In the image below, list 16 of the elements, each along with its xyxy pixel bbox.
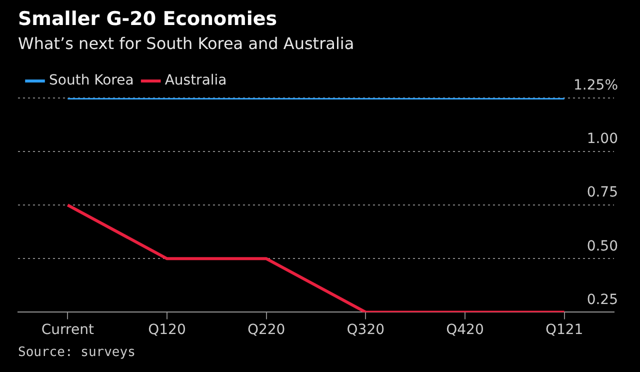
x-tick-label: Q121	[545, 322, 584, 338]
x-tick-label: Q320	[346, 322, 385, 338]
chart-title: Smaller G-20 Economies	[18, 8, 278, 30]
x-tick-label: Q120	[148, 322, 186, 338]
x-tick-label: Current	[41, 322, 94, 338]
x-tick-label: Q420	[446, 322, 484, 338]
legend-label: Australia	[164, 72, 227, 89]
x-tick-label: Q220	[247, 322, 286, 338]
chart-subtitle: What’s next for South Korea and Australia	[18, 34, 354, 53]
y-tick-label: 0.75	[586, 184, 618, 201]
y-tick-label: 1.25%	[574, 78, 618, 94]
y-tick-label: 0.25	[586, 292, 618, 308]
y-tick-label: 0.50	[586, 238, 618, 254]
y-tick-label: 1.00	[586, 131, 618, 148]
legend-label: South Korea	[49, 72, 134, 89]
source-note: Source: surveys	[18, 345, 136, 360]
